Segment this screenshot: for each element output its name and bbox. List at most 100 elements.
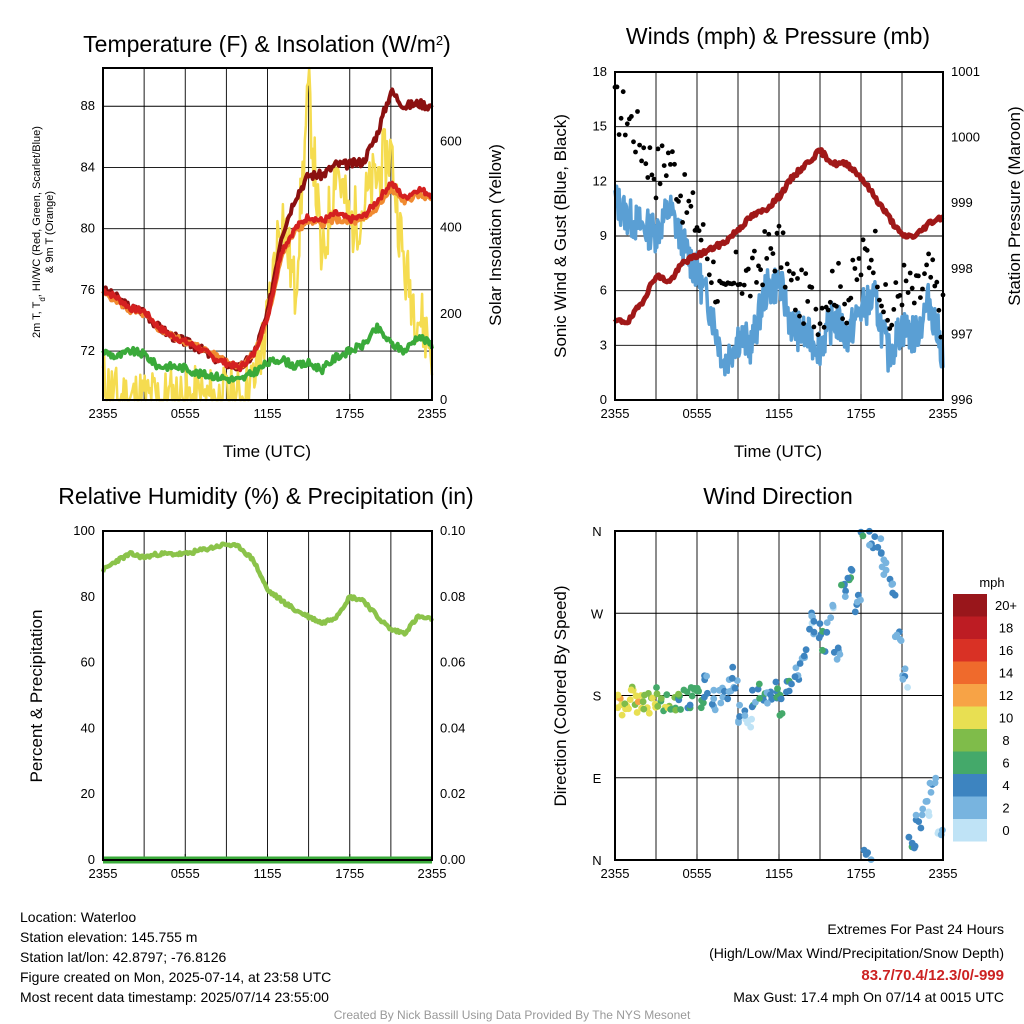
extremes-title: Extremes For Past 24 Hours bbox=[827, 921, 1004, 937]
humidity-y-tick-label: 100 bbox=[73, 523, 95, 538]
rh-series-line bbox=[100, 541, 435, 637]
footer-elevation: Station elevation: 145.755 m bbox=[20, 929, 197, 945]
gust-point bbox=[639, 158, 644, 164]
gust-point bbox=[924, 262, 929, 268]
temperature-panel: Temperature (F) & Insolation (W/m2) Time… bbox=[31, 31, 505, 461]
wind-series-line bbox=[613, 184, 945, 377]
gust-point bbox=[928, 274, 934, 280]
legend-label: 18 bbox=[999, 621, 1013, 636]
temperature-x-tick-label: 2355 bbox=[418, 406, 447, 421]
wind-direction-point bbox=[847, 565, 855, 573]
wind-direction-point bbox=[880, 571, 888, 578]
gust-point bbox=[754, 280, 759, 285]
gust-point bbox=[852, 266, 858, 271]
gust-point bbox=[665, 150, 671, 156]
wind-direction-point bbox=[736, 713, 743, 720]
gust-point bbox=[891, 307, 897, 312]
gust-point bbox=[877, 297, 882, 303]
humidity-panel: Relative Humidity (%) & Precipitation (i… bbox=[27, 483, 474, 881]
wind-direction-point bbox=[649, 694, 656, 702]
temperature-x-tick-label: 1755 bbox=[335, 406, 364, 421]
gust-point bbox=[901, 262, 907, 268]
legend-label: 16 bbox=[999, 643, 1013, 658]
wind-direction-y-tick-label: E bbox=[593, 771, 602, 786]
legend-label: 2 bbox=[1002, 801, 1009, 816]
gust-point bbox=[936, 307, 942, 313]
winds-ylabel-right: Station Pressure (Maroon) bbox=[1005, 106, 1024, 305]
temperature-y-tick-label: 84 bbox=[81, 159, 95, 174]
temperature-y-tick-label: 88 bbox=[81, 98, 95, 113]
gust-point bbox=[649, 172, 655, 178]
gust-point bbox=[836, 260, 841, 266]
temperature-ylabel-line2: & 9m T (Orange) bbox=[44, 191, 56, 273]
wind-direction-point bbox=[663, 691, 671, 699]
wind-direction-point bbox=[830, 648, 838, 656]
humidity-y-tick-label: 80 bbox=[81, 589, 95, 604]
winds-plot-frame bbox=[614, 71, 944, 401]
wind-direction-point bbox=[729, 663, 737, 671]
gust-point bbox=[795, 276, 800, 281]
gust-point bbox=[903, 278, 909, 284]
gust-point bbox=[918, 295, 923, 300]
winds-x-tick-label: 2355 bbox=[601, 406, 630, 421]
wind-direction-point bbox=[866, 541, 873, 549]
winds-y-tick-label: 18 bbox=[593, 64, 607, 79]
winds-y2-tick-label: 997 bbox=[951, 326, 973, 341]
wind-direction-point bbox=[880, 556, 888, 564]
temperature-xlabel: Time (UTC) bbox=[223, 442, 311, 461]
wind-direction-point bbox=[654, 702, 662, 710]
gust-point bbox=[774, 230, 780, 236]
winds-panel: Winds (mph) & Pressure (mb) Time (UTC) S… bbox=[551, 23, 1024, 461]
wind-direction-y-tick-label: N bbox=[592, 524, 601, 539]
wind-direction-point bbox=[777, 695, 785, 703]
wind-direction-point bbox=[776, 711, 784, 719]
wind-direction-point bbox=[816, 620, 824, 627]
legend-color-swatch bbox=[953, 774, 987, 797]
gust-point bbox=[803, 271, 809, 276]
gust-point bbox=[688, 203, 694, 209]
wind-direction-point bbox=[871, 533, 879, 540]
gust-point bbox=[653, 195, 659, 201]
wind-direction-point bbox=[844, 574, 852, 582]
wind-direction-point bbox=[829, 602, 837, 610]
wind-direction-point bbox=[877, 549, 885, 557]
wind-direction-point bbox=[755, 680, 763, 688]
wind-direction-point bbox=[724, 695, 732, 703]
gust-point bbox=[633, 149, 638, 155]
gust-point bbox=[784, 261, 790, 267]
wind-direction-x-tick-label: 2355 bbox=[929, 866, 958, 881]
legend-title: mph bbox=[979, 575, 1004, 590]
wind-direction-point bbox=[874, 543, 882, 551]
wind-direction-ylabel: Direction (Colored By Speed) bbox=[551, 585, 570, 806]
gust-point bbox=[799, 267, 804, 273]
gust-point bbox=[655, 146, 661, 152]
winds-y-tick-label: 12 bbox=[593, 173, 607, 188]
gust-point bbox=[875, 284, 880, 290]
gust-point bbox=[620, 89, 626, 95]
gust-point bbox=[622, 132, 628, 138]
gust-point bbox=[848, 295, 854, 301]
gust-point bbox=[745, 266, 751, 272]
wind-direction-point bbox=[701, 693, 708, 701]
gust-point bbox=[844, 320, 850, 326]
wind-direction-point bbox=[842, 587, 849, 595]
wind-direction-point bbox=[634, 698, 642, 706]
wind-direction-point bbox=[905, 833, 913, 841]
gust-point bbox=[934, 279, 940, 285]
gust-point bbox=[850, 257, 856, 263]
gust-point bbox=[879, 303, 884, 309]
wind-direction-x-tick-label: 1755 bbox=[847, 866, 876, 881]
gust-point bbox=[881, 309, 886, 315]
humidity-x-tick-label: 0555 bbox=[171, 866, 200, 881]
wind-direction-point bbox=[857, 596, 864, 604]
gust-point bbox=[659, 143, 665, 149]
temperature-y-tick-label: 72 bbox=[81, 343, 95, 358]
legend-label: 4 bbox=[1002, 778, 1009, 793]
wind-direction-point bbox=[899, 675, 907, 683]
winds-title: Winds (mph) & Pressure (mb) bbox=[626, 23, 930, 49]
humidity-x-tick-label: 1155 bbox=[254, 866, 282, 881]
gust-point bbox=[838, 284, 843, 289]
gust-point bbox=[782, 284, 788, 290]
gust-point bbox=[815, 332, 821, 338]
